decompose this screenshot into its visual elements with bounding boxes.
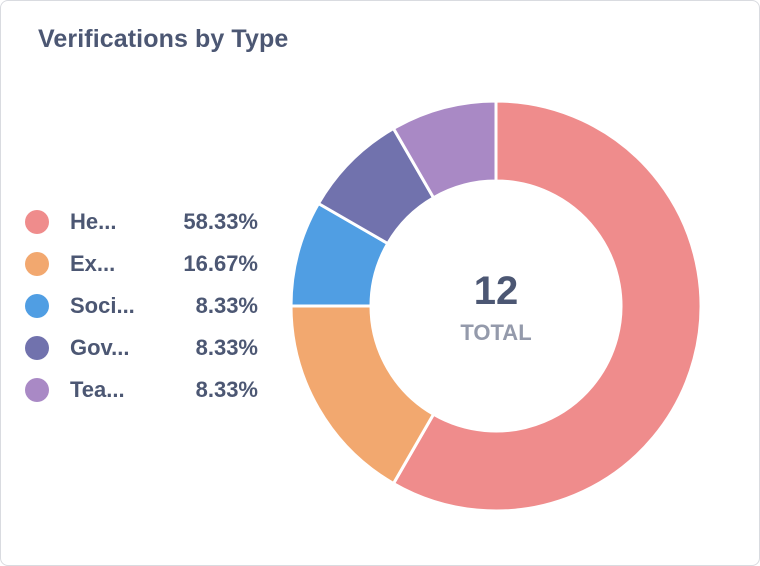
legend-dot <box>25 210 49 234</box>
legend-percent: 8.33% <box>195 377 258 402</box>
legend-item[interactable]: Ex... 16.67% <box>25 243 265 285</box>
legend-dot <box>25 294 49 318</box>
donut-slice[interactable] <box>391 99 703 513</box>
total-label: TOTAL <box>460 320 531 345</box>
legend-label: Ex... <box>70 251 116 276</box>
legend-percent: 58.33% <box>183 209 258 234</box>
legend-label: Tea... <box>70 377 125 402</box>
legend-dot <box>25 252 49 276</box>
legend-label: Gov... <box>70 335 130 360</box>
legend-dot <box>25 378 49 402</box>
legend-percent: 8.33% <box>195 335 258 360</box>
donut-slices <box>289 99 703 513</box>
donut-chart: 12 TOTAL <box>289 99 703 513</box>
legend-item[interactable]: Tea... 8.33% <box>25 369 265 411</box>
total-value: 12 <box>474 269 519 313</box>
legend-label: He... <box>70 209 117 234</box>
legend-item[interactable]: Gov... 8.33% <box>25 327 265 369</box>
legend-percent: 8.33% <box>195 293 258 318</box>
donut-slice[interactable] <box>391 99 498 200</box>
legend-item[interactable]: Soci... 8.33% <box>25 285 265 327</box>
card-title: Verifications by Type <box>38 25 289 53</box>
chart-legend: He... 58.33% Ex... 16.67% Soci... 8.33% … <box>25 201 265 411</box>
legend-item[interactable]: He... 58.33% <box>25 201 265 243</box>
legend-percent: 16.67% <box>183 251 258 276</box>
legend-label: Soci... <box>70 293 135 318</box>
legend-dot <box>25 336 49 360</box>
